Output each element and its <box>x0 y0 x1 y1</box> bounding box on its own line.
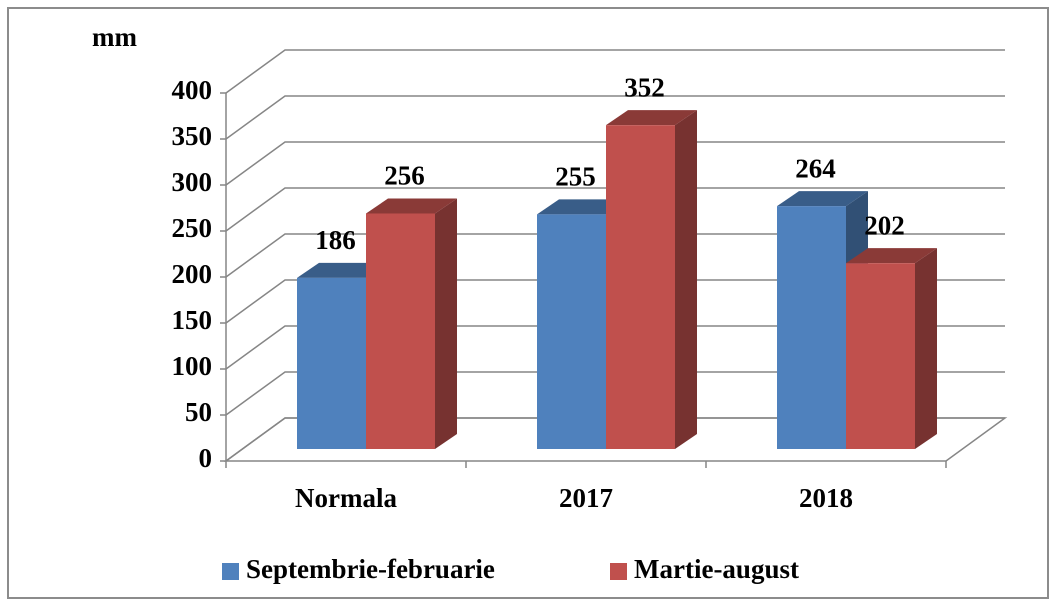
grid-line <box>225 279 1005 324</box>
value-label: 202 <box>864 210 905 240</box>
bar-side <box>435 198 457 449</box>
y-tick-label: 100 <box>172 351 213 381</box>
y-tick-label: 250 <box>172 213 213 243</box>
grid-line <box>225 371 1005 416</box>
y-tick-label: 350 <box>172 121 213 151</box>
legend-swatch <box>222 563 239 580</box>
legend-label: Septembrie-februarie <box>246 554 495 584</box>
value-label: 352 <box>624 72 665 102</box>
bar-side <box>675 110 697 449</box>
grid-line <box>225 49 1005 94</box>
bar-top <box>606 110 697 126</box>
grid-line <box>225 233 1005 278</box>
bar <box>846 263 915 449</box>
grid-line <box>225 187 1005 232</box>
grid-line <box>225 417 1005 462</box>
legend-label: Martie-august <box>634 554 799 584</box>
y-tick-label: 400 <box>172 75 213 105</box>
bar-side <box>915 248 937 449</box>
bar <box>606 125 675 449</box>
y-tick-label: 150 <box>172 305 213 335</box>
y-tick-label: 200 <box>172 259 213 289</box>
grid-line <box>225 141 1005 186</box>
value-label: 264 <box>795 153 836 183</box>
bar <box>366 213 435 449</box>
x-tick-label: Normala <box>295 483 397 513</box>
bar-top <box>366 198 457 214</box>
bar-top <box>777 191 868 207</box>
value-label: 255 <box>555 162 596 192</box>
y-tick-label: 0 <box>199 443 213 473</box>
bar-top <box>297 262 388 278</box>
y-tick-label: 50 <box>185 397 212 427</box>
value-label: 186 <box>315 225 356 255</box>
bar <box>537 214 606 449</box>
grid-line <box>225 95 1005 140</box>
bar-top <box>846 248 937 264</box>
y-axis-title: mm <box>92 22 137 52</box>
y-tick-label: 300 <box>172 167 213 197</box>
grid-line <box>225 325 1005 370</box>
x-tick-label: 2017 <box>559 483 613 513</box>
value-label: 256 <box>384 161 425 191</box>
bar <box>297 277 366 449</box>
x-tick-label: 2018 <box>799 483 853 513</box>
bar-top <box>537 199 628 215</box>
legend-swatch <box>610 563 627 580</box>
bar <box>777 206 846 449</box>
